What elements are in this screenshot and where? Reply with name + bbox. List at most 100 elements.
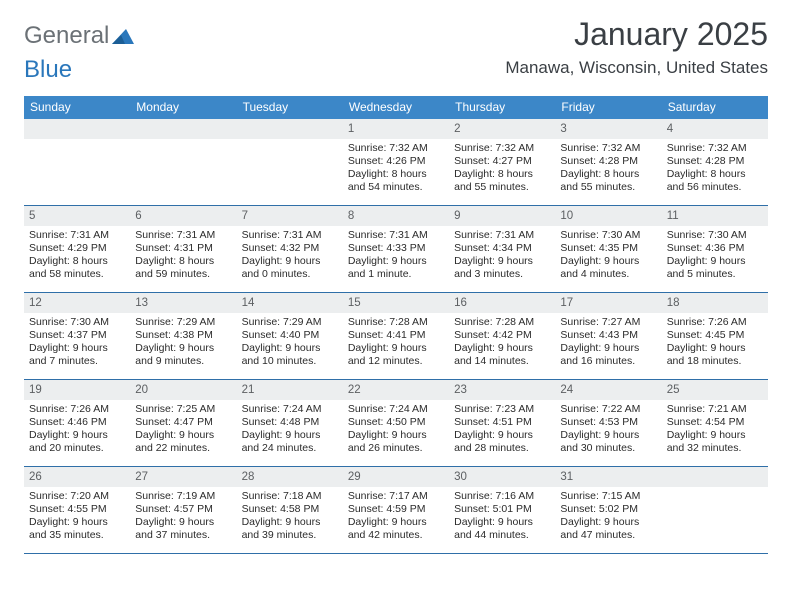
day-number: 26: [24, 467, 130, 487]
daylight-line: Daylight: 8 hours and 59 minutes.: [135, 255, 231, 281]
sunrise-line: Sunrise: 7:18 AM: [242, 490, 338, 503]
sunrise-line: Sunrise: 7:28 AM: [348, 316, 444, 329]
day-number: 6: [130, 206, 236, 226]
day-cell: 14Sunrise: 7:29 AMSunset: 4:40 PMDayligh…: [237, 293, 343, 379]
sunrise-line: Sunrise: 7:26 AM: [29, 403, 125, 416]
sunrise-line: Sunrise: 7:24 AM: [242, 403, 338, 416]
day-number: 23: [449, 380, 555, 400]
sunset-line: Sunset: 4:55 PM: [29, 503, 125, 516]
daylight-line: Daylight: 9 hours and 30 minutes.: [560, 429, 656, 455]
sunset-line: Sunset: 4:26 PM: [348, 155, 444, 168]
sunset-line: Sunset: 4:42 PM: [454, 329, 550, 342]
day-number: 18: [662, 293, 768, 313]
daylight-line: Daylight: 9 hours and 32 minutes.: [667, 429, 763, 455]
daylight-line: Daylight: 9 hours and 42 minutes.: [348, 516, 444, 542]
day-cell: 8Sunrise: 7:31 AMSunset: 4:33 PMDaylight…: [343, 206, 449, 292]
day-number: 11: [662, 206, 768, 226]
daylight-line: Daylight: 8 hours and 56 minutes.: [667, 168, 763, 194]
day-cell: 16Sunrise: 7:28 AMSunset: 4:42 PMDayligh…: [449, 293, 555, 379]
day-body: Sunrise: 7:23 AMSunset: 4:51 PMDaylight:…: [449, 400, 555, 461]
daylight-line: Daylight: 9 hours and 9 minutes.: [135, 342, 231, 368]
weeks-container: 1Sunrise: 7:32 AMSunset: 4:26 PMDaylight…: [24, 119, 768, 554]
day-body: Sunrise: 7:24 AMSunset: 4:48 PMDaylight:…: [237, 400, 343, 461]
daylight-line: Daylight: 8 hours and 55 minutes.: [560, 168, 656, 194]
daylight-line: Daylight: 9 hours and 47 minutes.: [560, 516, 656, 542]
daylight-line: Daylight: 9 hours and 24 minutes.: [242, 429, 338, 455]
sunset-line: Sunset: 4:58 PM: [242, 503, 338, 516]
sunset-line: Sunset: 4:36 PM: [667, 242, 763, 255]
sunset-line: Sunset: 4:29 PM: [29, 242, 125, 255]
sunrise-line: Sunrise: 7:31 AM: [135, 229, 231, 242]
sunset-line: Sunset: 4:32 PM: [242, 242, 338, 255]
day-number: 10: [555, 206, 661, 226]
weekday-header: Thursday: [449, 96, 555, 119]
day-number: 15: [343, 293, 449, 313]
weekday-header: Saturday: [662, 96, 768, 119]
sunrise-line: Sunrise: 7:30 AM: [560, 229, 656, 242]
sunrise-line: Sunrise: 7:31 AM: [242, 229, 338, 242]
day-body: Sunrise: 7:31 AMSunset: 4:32 PMDaylight:…: [237, 226, 343, 287]
weekday-header: Monday: [130, 96, 236, 119]
calendar-grid: SundayMondayTuesdayWednesdayThursdayFrid…: [24, 96, 768, 554]
sunset-line: Sunset: 4:34 PM: [454, 242, 550, 255]
sunrise-line: Sunrise: 7:32 AM: [454, 142, 550, 155]
day-cell: 19Sunrise: 7:26 AMSunset: 4:46 PMDayligh…: [24, 380, 130, 466]
day-cell: 17Sunrise: 7:27 AMSunset: 4:43 PMDayligh…: [555, 293, 661, 379]
weekday-header: Wednesday: [343, 96, 449, 119]
daylight-line: Daylight: 9 hours and 1 minute.: [348, 255, 444, 281]
day-cell: 27Sunrise: 7:19 AMSunset: 4:57 PMDayligh…: [130, 467, 236, 553]
day-body: Sunrise: 7:28 AMSunset: 4:41 PMDaylight:…: [343, 313, 449, 374]
day-cell: 3Sunrise: 7:32 AMSunset: 4:28 PMDaylight…: [555, 119, 661, 205]
day-cell: 7Sunrise: 7:31 AMSunset: 4:32 PMDaylight…: [237, 206, 343, 292]
sunrise-line: Sunrise: 7:16 AM: [454, 490, 550, 503]
day-number: 19: [24, 380, 130, 400]
day-number: 20: [130, 380, 236, 400]
day-cell: 28Sunrise: 7:18 AMSunset: 4:58 PMDayligh…: [237, 467, 343, 553]
calendar-page: General January 2025 Manawa, Wisconsin, …: [0, 0, 792, 564]
day-body: Sunrise: 7:26 AMSunset: 4:45 PMDaylight:…: [662, 313, 768, 374]
day-number: 12: [24, 293, 130, 313]
daylight-line: Daylight: 8 hours and 55 minutes.: [454, 168, 550, 194]
sunrise-line: Sunrise: 7:32 AM: [667, 142, 763, 155]
sunset-line: Sunset: 4:38 PM: [135, 329, 231, 342]
sunrise-line: Sunrise: 7:32 AM: [560, 142, 656, 155]
day-body: Sunrise: 7:31 AMSunset: 4:33 PMDaylight:…: [343, 226, 449, 287]
day-number: 4: [662, 119, 768, 139]
day-body: Sunrise: 7:22 AMSunset: 4:53 PMDaylight:…: [555, 400, 661, 461]
day-cell: [130, 119, 236, 205]
day-body: Sunrise: 7:32 AMSunset: 4:28 PMDaylight:…: [662, 139, 768, 200]
day-number: 29: [343, 467, 449, 487]
sunrise-line: Sunrise: 7:28 AM: [454, 316, 550, 329]
sunset-line: Sunset: 4:59 PM: [348, 503, 444, 516]
day-body: Sunrise: 7:30 AMSunset: 4:36 PMDaylight:…: [662, 226, 768, 287]
sunrise-line: Sunrise: 7:31 AM: [29, 229, 125, 242]
daylight-line: Daylight: 9 hours and 37 minutes.: [135, 516, 231, 542]
sunset-line: Sunset: 4:35 PM: [560, 242, 656, 255]
day-number: 2: [449, 119, 555, 139]
brand-logo: General: [24, 18, 135, 50]
day-cell: 21Sunrise: 7:24 AMSunset: 4:48 PMDayligh…: [237, 380, 343, 466]
daylight-line: Daylight: 9 hours and 10 minutes.: [242, 342, 338, 368]
day-cell: 26Sunrise: 7:20 AMSunset: 4:55 PMDayligh…: [24, 467, 130, 553]
day-cell: 20Sunrise: 7:25 AMSunset: 4:47 PMDayligh…: [130, 380, 236, 466]
day-number: 21: [237, 380, 343, 400]
daylight-line: Daylight: 9 hours and 12 minutes.: [348, 342, 444, 368]
day-number: 7: [237, 206, 343, 226]
day-cell: 30Sunrise: 7:16 AMSunset: 5:01 PMDayligh…: [449, 467, 555, 553]
day-number-empty: [24, 119, 130, 139]
day-cell: 4Sunrise: 7:32 AMSunset: 4:28 PMDaylight…: [662, 119, 768, 205]
daylight-line: Daylight: 8 hours and 58 minutes.: [29, 255, 125, 281]
sunset-line: Sunset: 4:50 PM: [348, 416, 444, 429]
daylight-line: Daylight: 9 hours and 26 minutes.: [348, 429, 444, 455]
day-body: Sunrise: 7:16 AMSunset: 5:01 PMDaylight:…: [449, 487, 555, 548]
daylight-line: Daylight: 9 hours and 5 minutes.: [667, 255, 763, 281]
sunrise-line: Sunrise: 7:27 AM: [560, 316, 656, 329]
day-body: Sunrise: 7:31 AMSunset: 4:34 PMDaylight:…: [449, 226, 555, 287]
day-number: 25: [662, 380, 768, 400]
day-number: 8: [343, 206, 449, 226]
sunset-line: Sunset: 4:27 PM: [454, 155, 550, 168]
week-row: 26Sunrise: 7:20 AMSunset: 4:55 PMDayligh…: [24, 467, 768, 554]
sunrise-line: Sunrise: 7:19 AM: [135, 490, 231, 503]
sunset-line: Sunset: 4:41 PM: [348, 329, 444, 342]
day-cell: 10Sunrise: 7:30 AMSunset: 4:35 PMDayligh…: [555, 206, 661, 292]
